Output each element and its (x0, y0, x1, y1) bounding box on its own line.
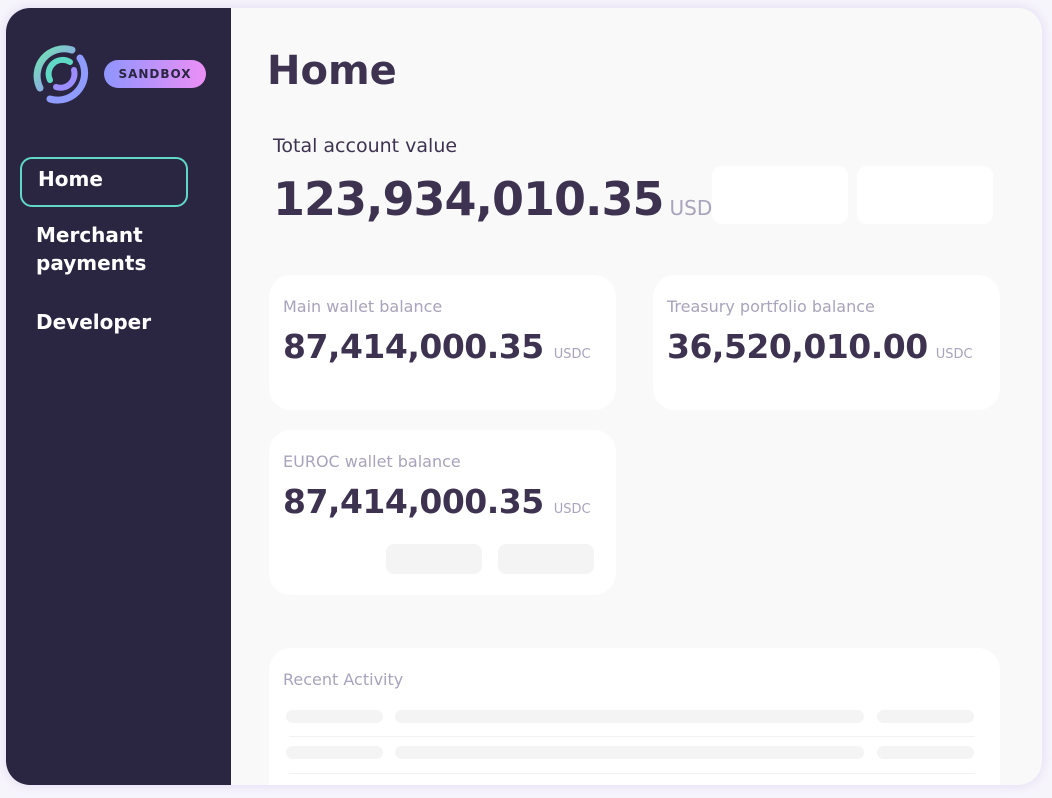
app-window: SANDBOX Home Merchant payments Developer… (6, 8, 1042, 785)
skeleton-row (395, 746, 864, 759)
card-value: 87,414,000.35 USDC (283, 327, 591, 366)
recent-activity-card: Recent Activity (269, 648, 1000, 785)
button-placeholder[interactable] (386, 544, 482, 574)
sidebar-item-merchant-payments[interactable]: Merchant payments (36, 223, 147, 275)
recent-activity-title: Recent Activity (283, 670, 404, 689)
button-placeholder[interactable] (498, 544, 594, 574)
sidebar-item-home[interactable]: Home (20, 157, 188, 207)
main-wallet-card[interactable]: Main wallet balance 87,414,000.35 USDC (269, 275, 616, 410)
total-account-label: Total account value (273, 135, 458, 157)
sandbox-badge: SANDBOX (104, 60, 206, 88)
card-label: Main wallet balance (283, 297, 443, 316)
treasury-portfolio-card[interactable]: Treasury portfolio balance 36,520,010.00… (653, 275, 1000, 410)
action-button-placeholder[interactable] (712, 166, 848, 224)
main-content: Home Total account value 123,934,010.35 U… (231, 8, 1042, 785)
card-value: 87,414,000.35 USDC (283, 482, 591, 521)
sidebar-item-developer[interactable]: Developer (36, 310, 152, 334)
circle-logo-icon (33, 45, 89, 104)
page-title: Home (267, 48, 397, 94)
skeleton-row (286, 710, 383, 723)
divider (289, 773, 975, 774)
card-label: Treasury portfolio balance (667, 297, 875, 316)
card-value: 36,520,010.00 USDC (667, 327, 973, 366)
skeleton-row (395, 710, 864, 723)
skeleton-row (877, 746, 974, 759)
card-label: EUROC wallet balance (283, 452, 461, 471)
total-value: 123,934,010.35 (273, 172, 664, 226)
skeleton-row (286, 746, 383, 759)
skeleton-row (877, 710, 974, 723)
action-button-placeholder[interactable] (857, 166, 993, 224)
sidebar: SANDBOX Home Merchant payments Developer (6, 8, 231, 785)
divider (289, 736, 975, 737)
euroc-wallet-card[interactable]: EUROC wallet balance 87,414,000.35 USDC (269, 430, 616, 595)
total-account-value: 123,934,010.35 USDC (273, 172, 726, 226)
